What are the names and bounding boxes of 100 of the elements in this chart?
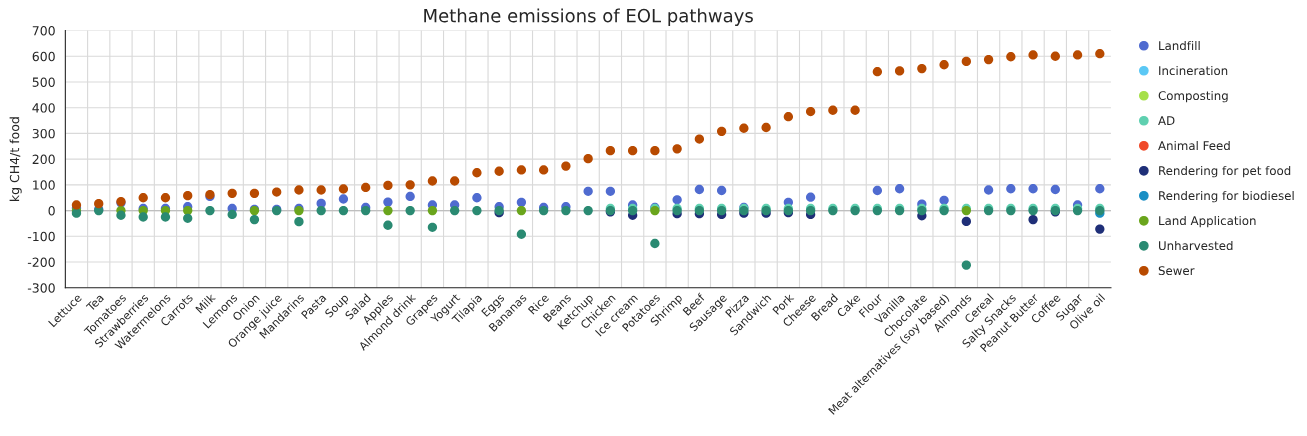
point	[227, 209, 237, 220]
legend-label: Rendering for pet food	[1159, 165, 1291, 178]
point	[249, 188, 260, 199]
point	[383, 220, 393, 230]
point	[1095, 224, 1105, 234]
point	[138, 193, 148, 203]
point	[205, 205, 215, 216]
point	[1050, 184, 1060, 195]
point	[1072, 50, 1083, 60]
point	[894, 184, 905, 194]
point	[872, 67, 883, 77]
y-tick-label: 100	[33, 180, 55, 190]
point	[627, 145, 638, 156]
point	[694, 134, 705, 144]
y-tick-label: 300	[32, 128, 55, 139]
point	[472, 205, 482, 216]
point	[850, 105, 860, 115]
y-tick-label: 600	[32, 51, 55, 62]
legend-label: Composting	[1158, 90, 1228, 103]
point	[94, 198, 104, 209]
legend-label: Animal Feed	[1158, 140, 1230, 151]
y-tick-label: 700	[32, 25, 55, 36]
point	[183, 191, 193, 201]
point	[316, 185, 326, 195]
point	[516, 205, 527, 216]
point	[361, 182, 371, 193]
point	[472, 193, 482, 203]
point	[716, 126, 727, 137]
point	[160, 193, 171, 203]
point	[383, 205, 393, 216]
point	[227, 188, 237, 199]
legend-label: Unharvested	[1159, 240, 1233, 251]
y-axis-title: kg CH4/t food	[9, 117, 22, 201]
point	[516, 165, 527, 175]
point	[427, 176, 438, 186]
point	[561, 161, 571, 171]
point	[472, 168, 482, 178]
point	[338, 194, 349, 204]
point	[894, 66, 905, 76]
point	[450, 176, 460, 186]
point	[338, 184, 349, 194]
point	[294, 216, 304, 227]
point	[605, 145, 616, 156]
point	[672, 195, 682, 205]
point	[1095, 49, 1105, 59]
point	[650, 238, 660, 249]
point	[650, 145, 660, 156]
legend-label: Rendering for biodiesel	[1159, 190, 1294, 203]
point	[761, 122, 771, 133]
point	[383, 197, 393, 207]
point	[1028, 50, 1038, 60]
point	[516, 229, 527, 239]
point	[160, 212, 171, 222]
point	[516, 197, 527, 208]
point	[939, 60, 949, 70]
point	[917, 63, 927, 74]
point	[939, 195, 949, 205]
point	[583, 153, 593, 164]
point	[983, 54, 994, 65]
point	[1028, 184, 1038, 194]
point	[249, 214, 260, 225]
point	[1006, 184, 1016, 194]
point	[961, 56, 971, 67]
point	[783, 112, 794, 122]
point	[961, 216, 971, 227]
point	[294, 185, 304, 195]
legend-label: Landfill	[1159, 40, 1200, 51]
point	[805, 192, 816, 202]
point	[1050, 51, 1060, 61]
point	[427, 205, 438, 216]
point	[672, 144, 682, 154]
point	[272, 187, 282, 197]
point	[405, 180, 415, 190]
legend-label: Sewer	[1158, 266, 1195, 276]
legend-label: AD	[1158, 116, 1175, 125]
point	[138, 212, 148, 222]
y-tick-label: 500	[32, 77, 55, 87]
point	[983, 185, 994, 195]
point	[405, 205, 415, 216]
y-tick-label: 400	[32, 103, 55, 113]
point	[338, 205, 349, 216]
point	[561, 205, 571, 216]
legend-label: Land Application	[1159, 215, 1256, 228]
point	[1006, 52, 1016, 62]
legend-label: Incineration	[1159, 65, 1228, 76]
point	[872, 185, 883, 196]
point	[583, 186, 593, 196]
y-tick-label: 200	[32, 154, 55, 165]
point	[1028, 214, 1038, 225]
point	[450, 205, 460, 216]
point	[583, 205, 593, 216]
point	[739, 123, 749, 133]
point	[183, 213, 193, 223]
point	[828, 105, 838, 115]
y-tick-label: -100	[27, 231, 55, 242]
point	[383, 180, 393, 191]
point	[405, 191, 415, 202]
point	[605, 186, 616, 196]
y-tick-label: -300	[27, 283, 55, 293]
point	[1095, 184, 1105, 194]
